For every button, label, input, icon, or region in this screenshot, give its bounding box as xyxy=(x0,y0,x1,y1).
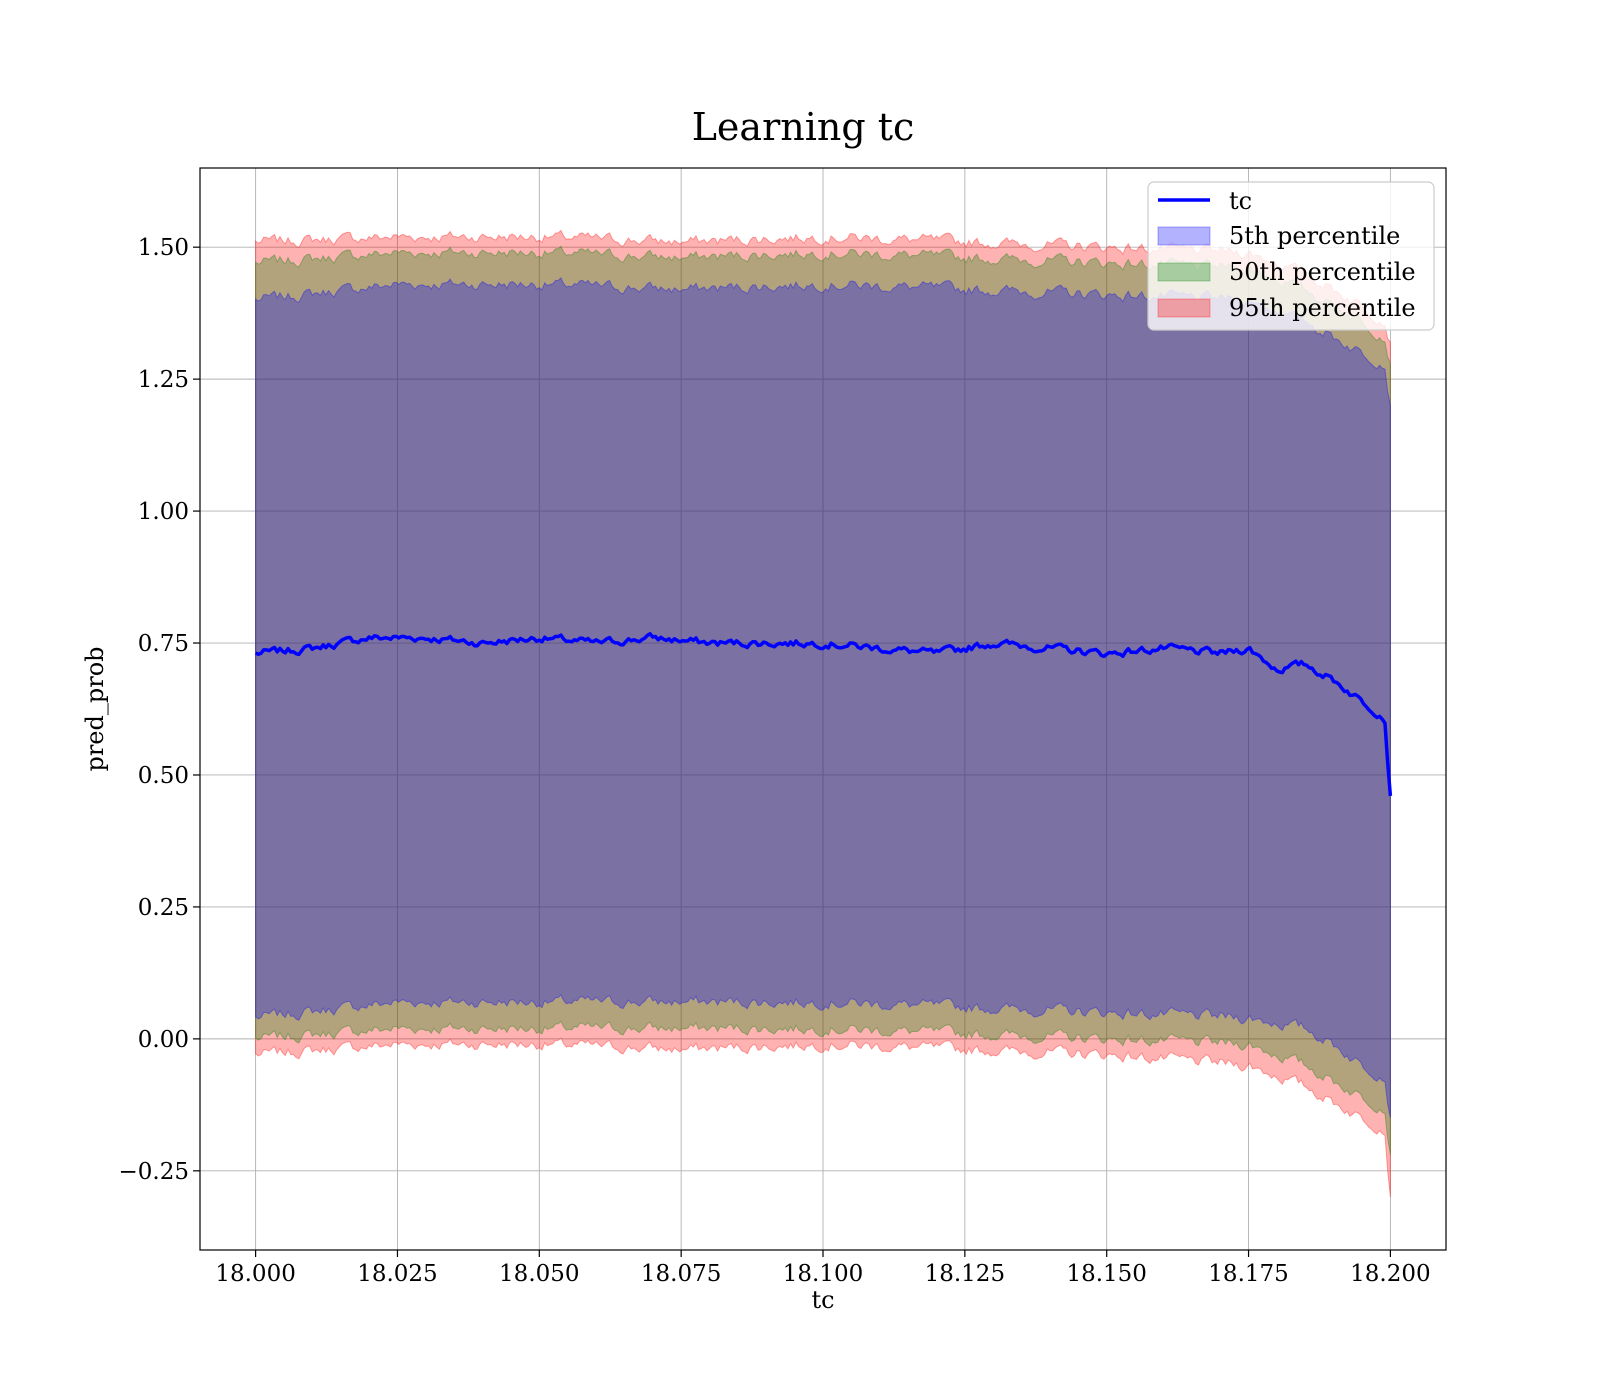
legend-50th-swatch xyxy=(1157,262,1211,282)
x-tick-label: 18.000 xyxy=(215,1261,295,1287)
legend-95th-label: 95th percentile xyxy=(1229,294,1416,322)
y-tick-label: 0.00 xyxy=(138,1027,189,1053)
y-tick-label: 0.75 xyxy=(138,631,189,657)
y-tick-label: 1.25 xyxy=(138,367,189,393)
tc-line-layer xyxy=(254,632,1393,797)
grid-lines xyxy=(200,168,1446,1250)
legend-tc-label: tc xyxy=(1229,187,1252,215)
y-tick-label: 1.50 xyxy=(138,235,189,261)
x-axis-ticks: 18.000 18.025 18.050 18.075 18.100 18.125 18.1… xyxy=(215,1250,1431,1287)
band-50th-percentile xyxy=(255,245,1391,1155)
chart-title: Learning tc xyxy=(692,105,915,149)
y-tick-label: 1.00 xyxy=(138,499,189,525)
x-tick-label: 18.150 xyxy=(1066,1261,1146,1287)
x-tick-label: 18.175 xyxy=(1208,1261,1288,1287)
y-axis-label: pred_prob xyxy=(81,646,109,771)
x-tick-label: 18.100 xyxy=(783,1261,863,1287)
tc-line xyxy=(254,632,1393,797)
percentile-bands xyxy=(255,229,1391,1197)
y-tick-label: 0.50 xyxy=(138,763,189,789)
legend-5th-swatch xyxy=(1157,226,1211,246)
legend-50th-label: 50th percentile xyxy=(1229,258,1416,286)
y-axis-ticks: −0.25 0.00 0.25 0.50 0.75 1.00 1.25 1.50 xyxy=(119,235,200,1185)
band-95th-percentile xyxy=(255,229,1391,1197)
x-tick-label: 18.125 xyxy=(925,1261,1005,1287)
y-tick-label: 0.25 xyxy=(138,895,189,921)
legend-5th-label: 5th percentile xyxy=(1229,222,1400,250)
legend-95th-swatch xyxy=(1157,298,1211,318)
x-tick-label: 18.075 xyxy=(641,1261,721,1287)
y-tick-label: −0.25 xyxy=(119,1159,189,1185)
band-5th-percentile xyxy=(255,277,1391,1118)
x-tick-label: 18.025 xyxy=(357,1261,437,1287)
legend-box xyxy=(1147,181,1435,331)
x-axis-label: tc xyxy=(811,1286,834,1314)
x-tick-label: 18.050 xyxy=(499,1261,579,1287)
legend: tc 5th percentile 50th percentile 95th p… xyxy=(1147,181,1435,331)
x-tick-label: 18.200 xyxy=(1350,1261,1430,1287)
